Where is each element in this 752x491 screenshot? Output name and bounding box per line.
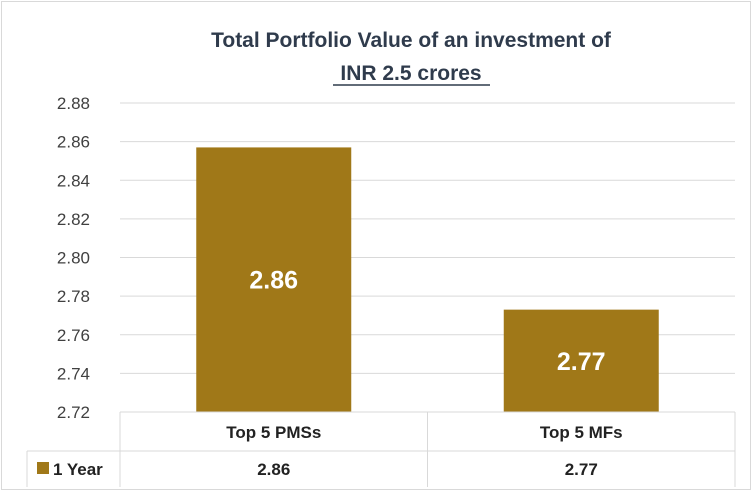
x-category-label: Top 5 MFs <box>540 423 623 442</box>
y-tick-label: 2.76 <box>57 326 90 345</box>
chart-title-line1: Total Portfolio Value of an investment o… <box>211 29 612 52</box>
y-tick-label: 2.78 <box>57 287 90 306</box>
bar-data-label: 2.77 <box>557 348 606 376</box>
y-tick-label: 2.80 <box>57 249 90 268</box>
x-category-label: Top 5 PMSs <box>226 423 321 442</box>
legend-series-name: 1 Year <box>53 460 103 479</box>
data-table: Top 5 PMSs 2.86 Top 5 MFs 2.77 1 Year <box>26 411 736 487</box>
bar-data-label: 2.86 <box>249 267 298 295</box>
bar <box>196 147 352 412</box>
y-tick-label: 2.84 <box>57 171 90 190</box>
y-tick-label: 2.74 <box>57 364 90 383</box>
bar <box>503 309 659 412</box>
table-value: 2.77 <box>565 460 598 479</box>
chart-title-line2: INR 2.5 crores <box>340 62 481 85</box>
y-tick-label: 2.88 <box>57 94 90 113</box>
legend-swatch <box>37 462 49 474</box>
y-tick-label: 2.72 <box>57 403 90 422</box>
y-axis-ticks: 2.72 2.74 2.76 2.78 2.80 2.82 2.84 2.86 2.88 <box>57 94 90 422</box>
y-tick-label: 2.86 <box>57 133 90 152</box>
y-tick-label: 2.82 <box>57 210 90 229</box>
table-value: 2.86 <box>257 460 290 479</box>
bars: 2.86 2.77 <box>196 147 659 412</box>
